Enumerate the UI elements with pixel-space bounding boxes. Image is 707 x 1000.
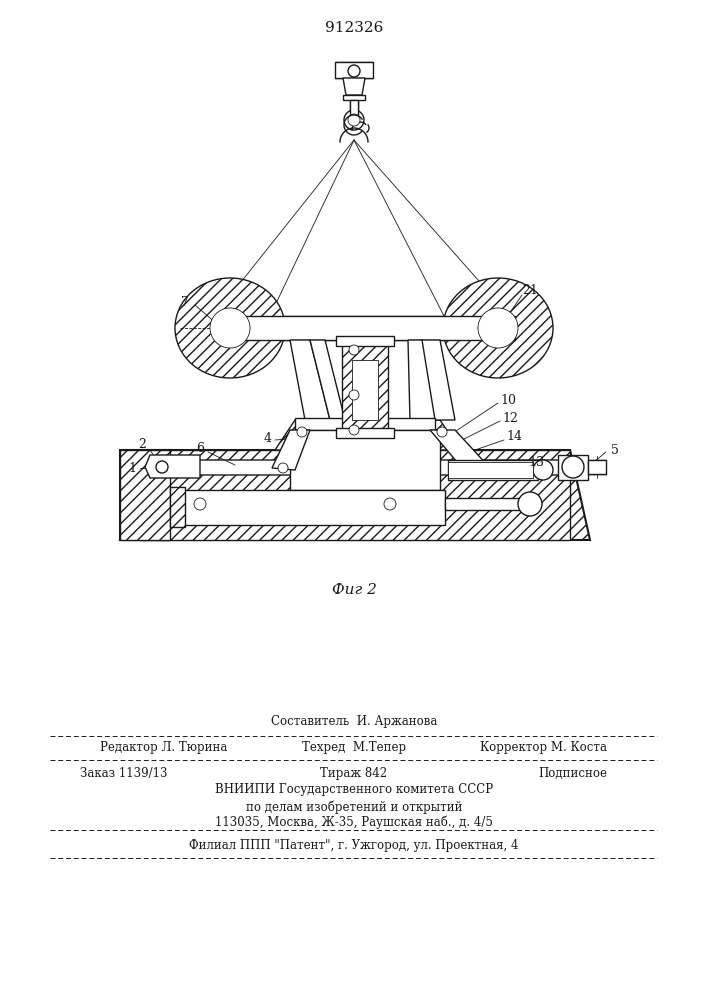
Text: по делам изобретений и открытий: по делам изобретений и открытий (246, 800, 462, 814)
Circle shape (156, 461, 168, 473)
Circle shape (194, 498, 206, 510)
Circle shape (349, 345, 359, 355)
Text: Подписное: Подписное (538, 766, 607, 780)
Polygon shape (310, 340, 345, 420)
Polygon shape (420, 340, 455, 420)
Bar (588, 460, 606, 474)
Text: 7: 7 (181, 296, 189, 308)
Circle shape (278, 463, 288, 473)
Bar (140, 450, 570, 540)
Circle shape (384, 498, 396, 510)
Text: 10: 10 (500, 393, 516, 406)
Text: 912326: 912326 (325, 21, 383, 35)
Polygon shape (120, 450, 590, 540)
Circle shape (349, 425, 359, 435)
Bar (336, 428, 394, 438)
Polygon shape (120, 450, 170, 540)
Polygon shape (408, 340, 435, 420)
Polygon shape (275, 420, 460, 450)
Polygon shape (150, 460, 568, 475)
Polygon shape (272, 430, 310, 470)
Text: ВНИИПИ Государственного комитета СССР: ВНИИПИ Государственного комитета СССР (215, 784, 493, 796)
Polygon shape (120, 450, 170, 540)
Bar (352, 360, 378, 420)
Text: 6: 6 (196, 442, 204, 454)
Text: 5: 5 (611, 444, 619, 456)
Bar (445, 498, 525, 510)
Bar (290, 430, 440, 490)
Bar (558, 455, 588, 480)
Text: 13: 13 (528, 456, 544, 468)
Text: 113035, Москва, Ж-35, Раушская наб., д. 4/5: 113035, Москва, Ж-35, Раушская наб., д. … (215, 815, 493, 829)
Text: Тираж 842: Тираж 842 (320, 766, 387, 780)
Circle shape (562, 456, 584, 478)
Bar (170, 487, 185, 527)
Bar (380, 418, 435, 430)
Text: Составитель  И. Аржанова: Составитель И. Аржанова (271, 716, 437, 728)
Circle shape (437, 427, 447, 437)
Circle shape (210, 308, 250, 348)
Text: Техред  М.Тепер: Техред М.Тепер (302, 742, 406, 754)
Ellipse shape (175, 278, 285, 378)
Text: 4: 4 (264, 432, 272, 444)
Text: Филиал ППП "Патент", г. Ужгород, ул. Проектная, 4: Филиал ППП "Патент", г. Ужгород, ул. Про… (189, 838, 519, 852)
Polygon shape (343, 95, 365, 100)
Circle shape (470, 463, 480, 473)
Text: Корректор М. Коста: Корректор М. Коста (480, 742, 607, 754)
Text: 14: 14 (506, 430, 522, 444)
Circle shape (478, 308, 518, 348)
Polygon shape (430, 430, 490, 468)
Circle shape (348, 114, 360, 126)
Circle shape (297, 427, 307, 437)
Circle shape (349, 390, 359, 400)
Bar (448, 460, 538, 480)
Polygon shape (145, 455, 200, 478)
Text: Заказ 1139/13: Заказ 1139/13 (80, 766, 168, 780)
Polygon shape (350, 100, 358, 115)
Bar (448, 462, 533, 478)
Polygon shape (335, 62, 373, 78)
Bar (336, 336, 394, 346)
Circle shape (344, 110, 364, 130)
Text: 12: 12 (502, 412, 518, 424)
Polygon shape (290, 340, 330, 420)
Circle shape (348, 65, 360, 77)
Circle shape (533, 460, 553, 480)
Text: 1: 1 (128, 462, 136, 475)
Circle shape (518, 492, 542, 516)
Bar (295, 418, 350, 430)
Text: Редактор Л. Тюрина: Редактор Л. Тюрина (100, 742, 228, 754)
Ellipse shape (443, 278, 553, 378)
Text: Фиг 2: Фиг 2 (332, 583, 376, 597)
Text: 2: 2 (138, 438, 146, 452)
Bar (342, 340, 388, 430)
Polygon shape (343, 78, 365, 95)
Bar (215, 316, 515, 340)
Text: 21: 21 (522, 284, 538, 296)
Bar (175, 490, 445, 525)
